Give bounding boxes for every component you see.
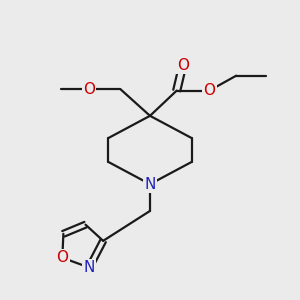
Text: O: O [83, 82, 95, 97]
Text: O: O [56, 250, 68, 265]
Text: N: N [84, 260, 95, 275]
Text: O: O [203, 83, 215, 98]
Text: N: N [144, 177, 156, 192]
Text: O: O [177, 58, 189, 73]
